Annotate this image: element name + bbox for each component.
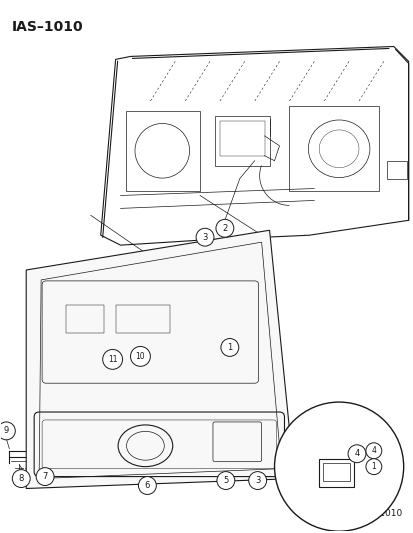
Circle shape — [274, 402, 403, 531]
Text: 95142  1010: 95142 1010 — [344, 510, 402, 518]
Text: 11: 11 — [108, 355, 117, 364]
Circle shape — [102, 350, 122, 369]
Polygon shape — [26, 230, 294, 489]
Circle shape — [36, 467, 54, 486]
Text: 7: 7 — [42, 472, 47, 481]
Bar — [214, 116, 269, 166]
Circle shape — [196, 228, 214, 246]
Bar — [289, 106, 378, 190]
Text: 9: 9 — [4, 426, 9, 435]
Text: 4: 4 — [370, 446, 375, 455]
Bar — [125, 111, 199, 190]
Text: IAS–1010: IAS–1010 — [11, 20, 83, 34]
Text: 1: 1 — [370, 462, 375, 471]
Text: 5: 5 — [223, 476, 228, 485]
Text: 10: 10 — [135, 352, 145, 361]
Circle shape — [130, 346, 150, 366]
Circle shape — [221, 338, 238, 357]
Circle shape — [216, 219, 233, 237]
Text: 1: 1 — [227, 343, 232, 352]
Bar — [318, 459, 353, 487]
Circle shape — [12, 470, 30, 488]
Circle shape — [138, 477, 156, 495]
Bar — [323, 463, 349, 481]
Bar — [219, 121, 264, 156]
Bar — [115, 305, 170, 333]
Text: 3: 3 — [254, 476, 260, 485]
Circle shape — [216, 472, 234, 489]
Text: 3: 3 — [202, 233, 207, 241]
Circle shape — [365, 459, 381, 474]
Text: 4: 4 — [354, 449, 359, 458]
Bar — [66, 305, 103, 333]
Circle shape — [0, 422, 15, 440]
Circle shape — [347, 445, 365, 463]
Text: 2: 2 — [222, 224, 227, 233]
Text: 8: 8 — [19, 474, 24, 483]
Circle shape — [248, 472, 266, 489]
Text: 6: 6 — [145, 481, 150, 490]
Circle shape — [365, 443, 381, 459]
Bar — [386, 161, 406, 179]
